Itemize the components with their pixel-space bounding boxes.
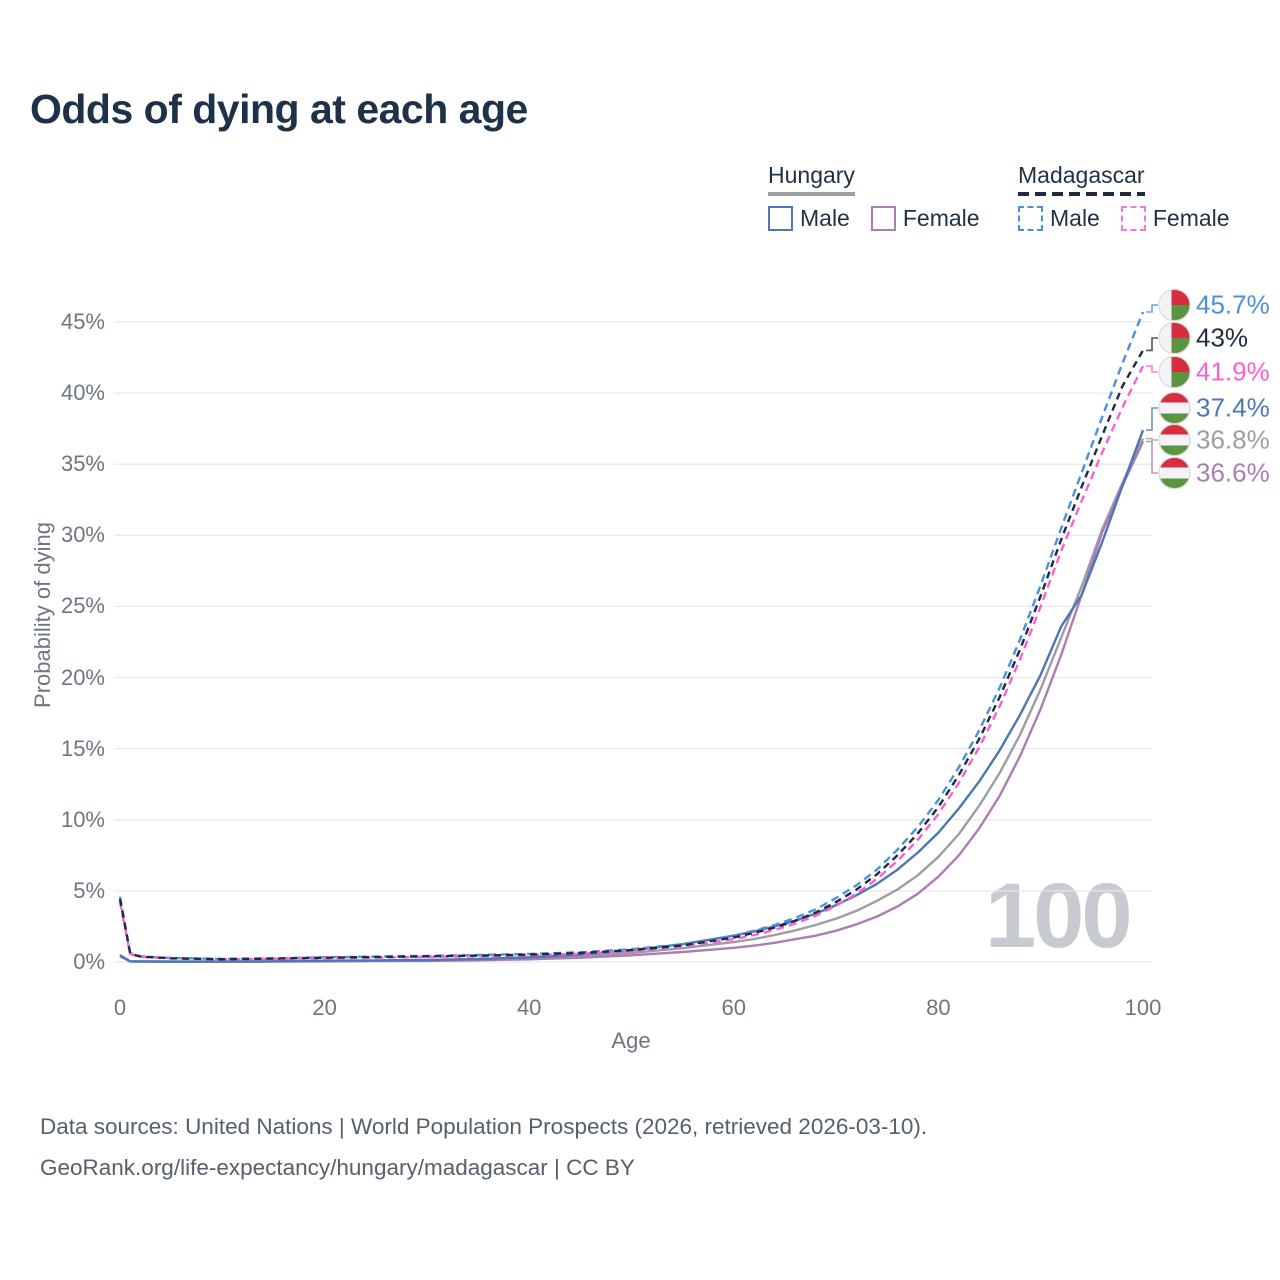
end-label-connector-hungary-female [1146,440,1158,474]
series-line-madagascar-both [118,349,1145,961]
x-axis-title: Age [611,1028,651,1053]
end-label-value-hungary-both: 36.8% [1196,424,1270,455]
y-tick-15%: 15% [60,735,105,761]
y-tick-25%: 25% [60,593,105,619]
footer: Data sources: United Nations | World Pop… [40,1106,927,1188]
legend-country-madagascar[interactable]: Madagascar [1018,162,1145,188]
y-tick-10%: 10% [60,806,105,832]
footer-url: GeoRank.org/life-expectancy/hungary/mada… [40,1155,635,1180]
legend-country-linestyle-madagascar [1018,192,1145,196]
end-label-value-madagascar-both: 43% [1196,322,1249,353]
end-label-hungary-female: 36.6% [1158,456,1270,490]
legend-group-hungary: Hungary Male Female [768,162,980,232]
x-tick-60: 60 [721,995,747,1020]
end-label-madagascar-both: 43% [1158,321,1249,355]
hover-age-watermark: 100 [985,865,1132,967]
end-label-hungary-both: 36.8% [1158,423,1270,457]
legend-label-hungary-male: Male [800,205,850,231]
end-label-value-hungary-male: 37.4% [1196,392,1270,423]
madagascar-flag-icon [1158,321,1191,355]
end-label-madagascar-female: 41.9% [1158,355,1270,389]
y-tick-35%: 35% [60,451,105,477]
end-label-value-hungary-female: 36.6% [1196,457,1270,488]
legend-item-hungary-female[interactable]: Female [870,205,980,232]
y-tick-5%: 5% [73,877,105,903]
hungary-flag-icon [1158,456,1191,490]
chart-legend: Hungary Male Female Madagascar Male Female [0,162,1280,242]
end-label-connector-madagascar-female [1146,365,1158,373]
series-line-hungary-female [119,440,1145,963]
legend-swatch-hungary-female [870,206,896,231]
madagascar-flag-icon [1158,355,1191,389]
end-label-value-madagascar-female: 41.9% [1196,356,1270,387]
legend-label-hungary-female: Female [902,205,980,231]
legend-swatch-madagascar-female [1120,206,1146,231]
y-tick-30%: 30% [60,522,105,548]
x-tick-40: 40 [516,995,542,1020]
x-tick-100: 100 [1124,995,1162,1020]
end-label-madagascar-male: 45.7% [1158,288,1270,322]
legend-item-hungary-male[interactable]: Male [768,205,850,232]
end-label-connector-hungary-male [1146,407,1158,431]
x-tick-80: 80 [926,995,951,1020]
series-line-madagascar-female [118,365,1145,961]
legend-swatch-madagascar-male [1018,206,1043,231]
y-tick-20%: 20% [60,664,105,690]
series-line-madagascar-male [118,311,1145,961]
series-line-hungary-male [119,429,1145,963]
series-line-hungary-both [119,438,1145,963]
end-label-connector-madagascar-male [1146,304,1158,313]
legend-swatch-hungary-male [768,206,793,231]
y-tick-0%: 0% [73,949,105,974]
hungary-flag-icon [1158,423,1191,457]
footer-datasource: Data sources: United Nations | World Pop… [40,1114,928,1139]
legend-item-madagascar-female[interactable]: Female [1120,205,1230,232]
legend-label-madagascar-female: Female [1152,205,1230,231]
y-tick-45%: 45% [60,309,105,334]
y-axis-title: Probability of dying [30,522,55,708]
hungary-flag-icon [1158,391,1191,425]
y-tick-40%: 40% [60,380,105,406]
end-label-hungary-male: 37.4% [1158,391,1270,425]
x-tick-0: 0 [113,995,127,1020]
end-label-connector-hungary-both [1146,437,1158,441]
end-label-value-madagascar-male: 45.7% [1196,289,1270,320]
end-label-connector-madagascar-both [1146,337,1158,352]
legend-item-madagascar-male[interactable]: Male [1018,205,1100,232]
legend-country-linestyle-hungary [768,192,855,196]
legend-group-madagascar: Madagascar Male Female [1018,162,1230,232]
legend-country-hungary[interactable]: Hungary [768,162,855,188]
x-tick-20: 20 [312,995,337,1020]
madagascar-flag-icon [1158,288,1191,322]
legend-label-madagascar-male: Male [1050,205,1100,231]
page-title: Odds of dying at each age [30,86,528,132]
